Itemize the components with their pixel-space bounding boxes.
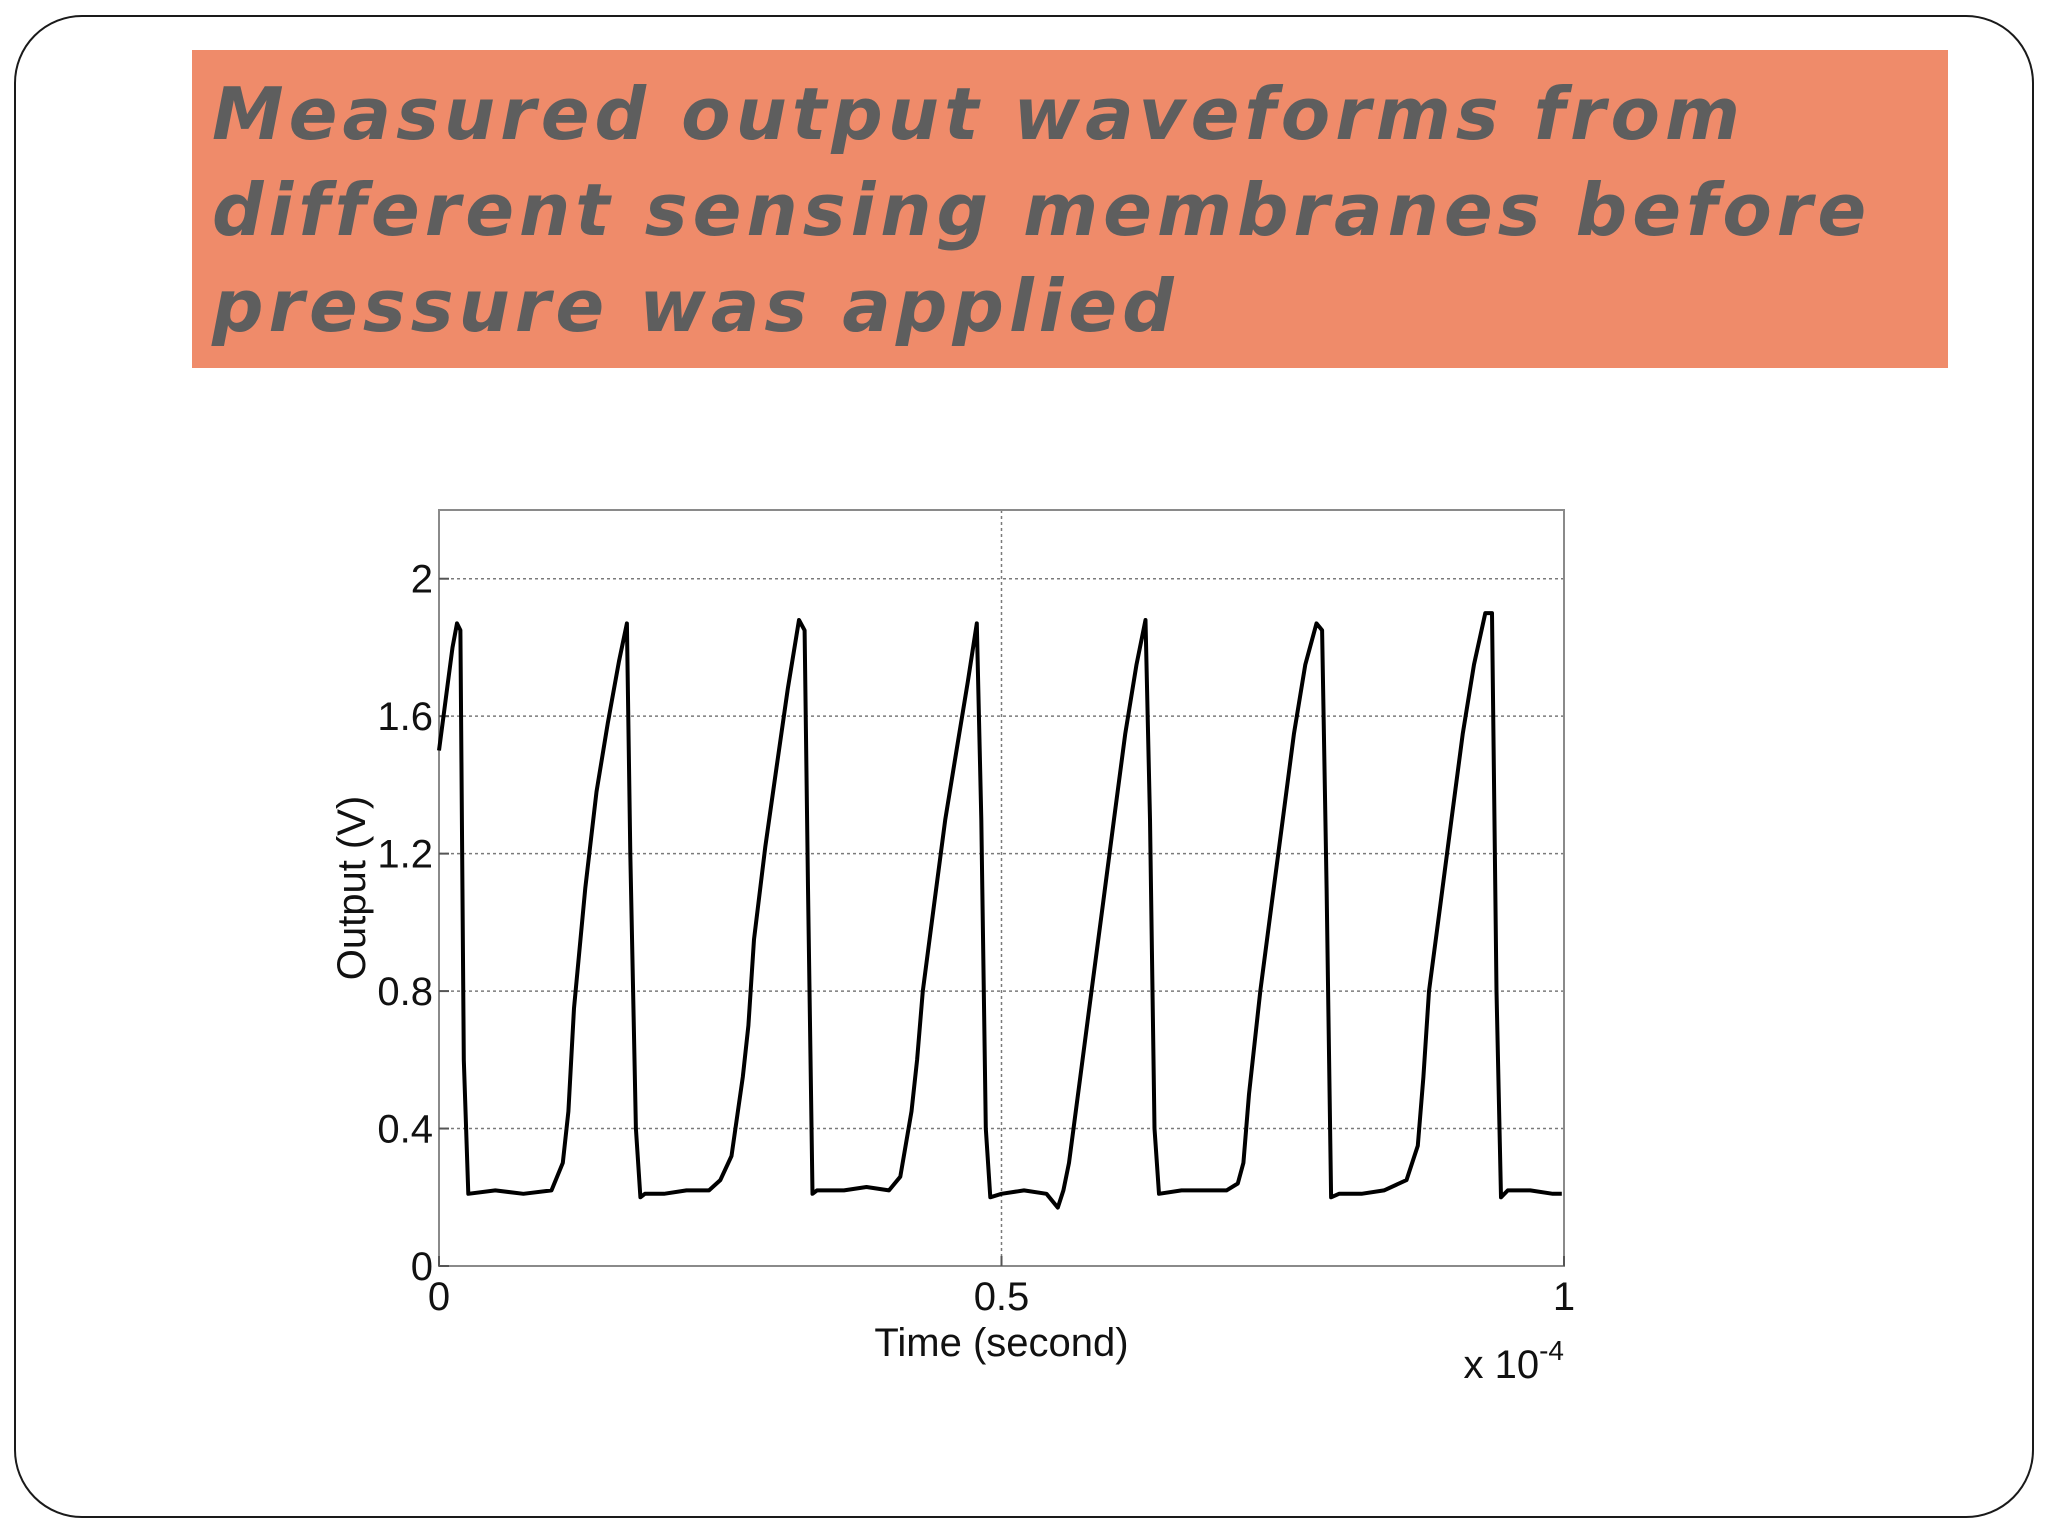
y-axis-title: Output (V) bbox=[330, 796, 374, 981]
x-tick-label: 0 bbox=[428, 1275, 450, 1319]
output-waveform-line bbox=[437, 611, 1562, 1210]
y-tick-label: 0 bbox=[411, 1245, 433, 1289]
title-banner: Measured output waveforms from different… bbox=[192, 50, 1948, 368]
x-multiplier-base: x 10 bbox=[1463, 1343, 1539, 1387]
chart-ticks: 0 0.4 0.8 1.2 1.6 2 0 0.5 1 bbox=[377, 558, 1575, 1319]
x-tick-label: 0.5 bbox=[974, 1275, 1030, 1319]
x-multiplier-exponent: -4 bbox=[1539, 1335, 1564, 1366]
x-tick-label: 1 bbox=[1553, 1275, 1575, 1319]
y-tick-label: 1.2 bbox=[377, 833, 433, 877]
y-tick-label: 1.6 bbox=[377, 695, 433, 739]
y-tick-label: 0.4 bbox=[377, 1108, 433, 1152]
y-tick-label: 0.8 bbox=[377, 970, 433, 1014]
slide-title: Measured output waveforms from different… bbox=[212, 72, 1872, 348]
y-tick-label: 2 bbox=[411, 558, 433, 602]
chart-grid bbox=[439, 510, 1564, 1266]
x-axis-title: Time (second) bbox=[874, 1321, 1128, 1365]
chart-series bbox=[437, 611, 1562, 1210]
x-axis-multiplier: x 10-4 bbox=[1463, 1335, 1564, 1387]
